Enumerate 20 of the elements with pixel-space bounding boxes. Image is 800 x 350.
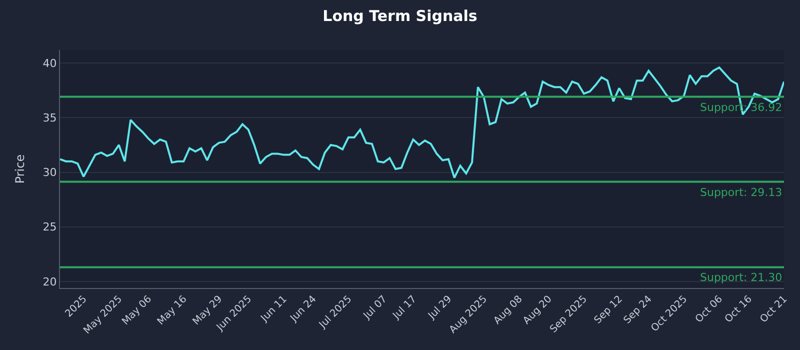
y-tick-label: 30 <box>42 166 57 180</box>
x-tick-label: Oct 06 <box>694 294 725 326</box>
y-axis-title: Price <box>13 154 28 184</box>
chart-title: Long Term Signals <box>322 7 478 25</box>
y-tick-label: 20 <box>42 275 57 288</box>
line-series <box>60 66 784 179</box>
x-tick-label: Jul 29 <box>426 294 454 322</box>
y-tick-label: 25 <box>42 220 57 234</box>
ref-line-label: Support: 29.13 <box>700 186 782 199</box>
x-tick-label: Jul 17 <box>390 294 419 322</box>
ref-line-label: Support: 21.30 <box>700 271 782 284</box>
y-tick-label: 35 <box>42 112 57 125</box>
x-tick-label: Jun 11 <box>258 294 290 325</box>
x-tick-label: Jun 24 <box>288 294 319 325</box>
x-tick-label: Oct 16 <box>723 294 754 326</box>
x-tick-label: Aug 08 <box>492 294 525 327</box>
x-tick-label: Oct 21 <box>758 294 790 326</box>
x-tick-label: Jul 07 <box>361 294 390 322</box>
x-tick-label: Sep 12 <box>592 294 625 326</box>
y-tick-label: 40 <box>42 56 57 70</box>
